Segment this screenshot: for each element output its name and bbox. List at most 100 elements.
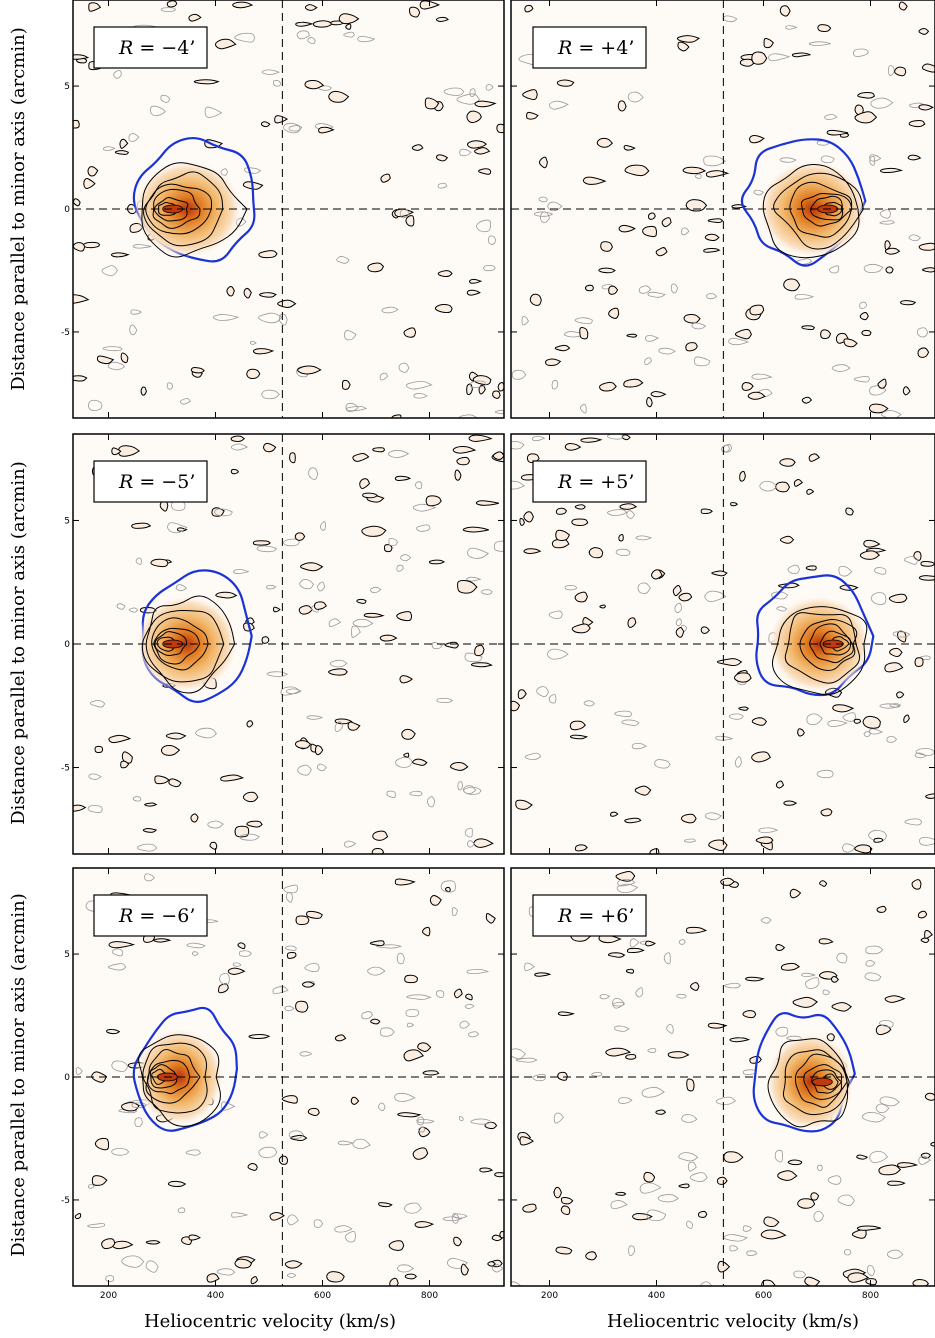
noise-contour xyxy=(580,437,603,443)
noise-contour xyxy=(678,592,693,602)
negative-noise-contour xyxy=(524,962,535,972)
negative-noise-contour xyxy=(113,70,122,79)
negative-noise-contour xyxy=(440,880,456,893)
negative-noise-contour xyxy=(258,1146,278,1159)
negative-noise-contour xyxy=(779,157,797,163)
noise-contour xyxy=(817,24,832,33)
negative-noise-contour xyxy=(616,883,639,893)
negative-noise-contour xyxy=(272,79,282,87)
negative-noise-contour xyxy=(644,357,652,366)
negative-noise-contour xyxy=(145,1260,159,1273)
noise-contour xyxy=(361,525,387,537)
noise-contour xyxy=(623,144,636,151)
noise-contour xyxy=(539,156,548,169)
noise-contour xyxy=(564,443,582,451)
negative-noise-contour xyxy=(492,1264,504,1273)
noise-contour xyxy=(294,740,312,749)
noise-contour xyxy=(479,1167,494,1173)
noise-contour xyxy=(703,247,721,253)
noise-contour xyxy=(884,240,891,250)
noise-contour xyxy=(600,241,613,252)
noise-contour xyxy=(473,838,494,848)
noise-contour xyxy=(111,447,122,456)
noise-contour xyxy=(801,325,816,331)
noise-contour xyxy=(73,119,80,129)
noise-contour xyxy=(154,775,170,785)
noise-contour xyxy=(453,1236,463,1247)
noise-contour xyxy=(247,1163,258,1171)
noise-contour xyxy=(780,962,801,971)
noise-contour xyxy=(920,560,935,567)
negative-noise-contour xyxy=(128,607,139,613)
negative-noise-contour xyxy=(230,443,248,451)
noise-contour xyxy=(284,1260,303,1269)
negative-noise-contour xyxy=(681,227,690,236)
negative-noise-contour xyxy=(299,579,314,590)
noise-contour xyxy=(617,100,627,112)
negative-noise-contour xyxy=(853,48,869,57)
negative-noise-contour xyxy=(476,219,491,233)
emission-contour xyxy=(145,1048,201,1104)
noise-contour xyxy=(370,1018,381,1025)
negative-noise-contour xyxy=(219,972,231,986)
noise-contour xyxy=(777,1170,798,1181)
noise-contour xyxy=(396,611,413,622)
negative-noise-contour xyxy=(869,1151,889,1164)
negative-noise-contour xyxy=(861,1112,886,1123)
negative-noise-contour xyxy=(394,1092,416,1102)
plot-area xyxy=(511,871,935,1286)
noise-contour xyxy=(708,839,728,851)
negative-noise-contour xyxy=(466,968,490,975)
noise-contour xyxy=(908,120,926,128)
emission-contour xyxy=(771,606,868,696)
negative-noise-contour xyxy=(836,952,848,964)
noise-contour xyxy=(380,173,391,183)
noise-contour xyxy=(83,178,96,190)
negative-noise-contour xyxy=(646,1209,667,1222)
negative-noise-contour xyxy=(239,833,260,841)
noise-contour xyxy=(73,375,88,382)
negative-noise-contour xyxy=(431,642,443,650)
noise-contour xyxy=(412,1147,429,1160)
noise-contour xyxy=(384,544,393,553)
panel: -5 0 5 R = −4’ xyxy=(61,0,505,419)
negative-noise-contour xyxy=(853,376,870,383)
emission-fill xyxy=(134,161,242,257)
negative-noise-contour xyxy=(175,584,188,592)
negative-noise-contour xyxy=(638,285,652,294)
noise-contour xyxy=(917,347,930,358)
negative-noise-contour xyxy=(286,1214,299,1226)
noise-contour xyxy=(865,1278,878,1286)
noise-contour xyxy=(474,644,485,657)
noise-contour xyxy=(751,51,768,65)
noise-contour xyxy=(499,1230,504,1239)
negative-noise-contour xyxy=(134,1117,143,1128)
negative-noise-contour xyxy=(806,713,823,726)
noise-contour xyxy=(621,434,631,441)
noise-contour xyxy=(318,126,335,134)
axes-labels: Distance parallel to minor axis (arcmin)… xyxy=(8,27,859,1332)
emission-contour xyxy=(799,619,858,671)
noise-contour xyxy=(896,1162,919,1168)
y-tick-label: 0 xyxy=(64,1073,70,1083)
noise-contour xyxy=(685,199,708,212)
noise-contour xyxy=(258,250,278,259)
negative-noise-contour xyxy=(361,1011,373,1020)
noise-contour xyxy=(372,830,389,841)
noise-contour xyxy=(167,1180,187,1188)
emission-contour xyxy=(803,1064,843,1100)
negative-noise-contour xyxy=(822,989,831,996)
noise-contour xyxy=(352,452,370,462)
noise-contour xyxy=(300,562,324,572)
noise-contour xyxy=(306,910,323,919)
noise-contour xyxy=(403,1049,425,1062)
noise-contour xyxy=(761,1279,776,1286)
noise-contour xyxy=(260,121,271,128)
negative-noise-contour xyxy=(344,330,357,341)
negative-noise-contour xyxy=(400,554,412,562)
negative-noise-contour xyxy=(691,322,707,330)
noise-contour xyxy=(453,988,463,999)
noise-contour xyxy=(704,233,720,242)
noise-contour xyxy=(313,601,327,610)
noise-contour xyxy=(522,1203,537,1213)
